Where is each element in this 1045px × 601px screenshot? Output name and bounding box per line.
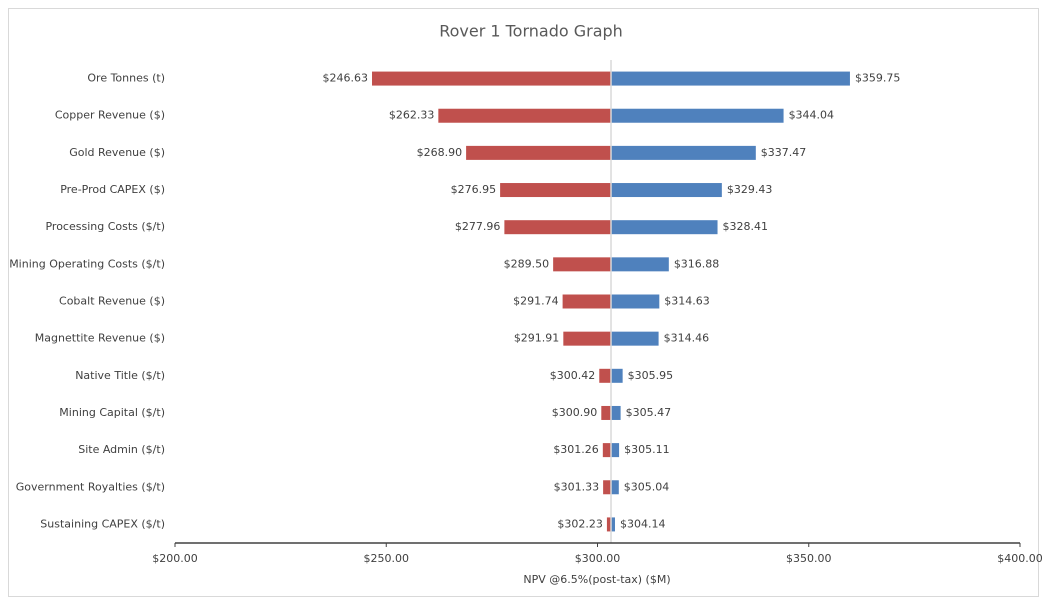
bar — [372, 71, 612, 86]
bar — [611, 183, 722, 198]
category-label: Government Royalties ($/t) — [16, 480, 165, 493]
value-label: $344.04 — [789, 109, 835, 122]
x-tick-label: $200.00 — [152, 552, 198, 565]
bar — [611, 331, 659, 346]
value-label: $300.90 — [552, 406, 598, 419]
value-label: $277.96 — [455, 220, 501, 233]
bar — [611, 71, 850, 86]
category-label: Mining Capital ($/t) — [59, 406, 165, 419]
bar — [611, 517, 615, 532]
value-label: $301.33 — [554, 480, 600, 493]
value-label: $268.90 — [417, 146, 463, 159]
bar — [611, 257, 669, 272]
bar — [599, 368, 612, 383]
x-tick-label: $250.00 — [364, 552, 410, 565]
value-label: $289.50 — [504, 257, 550, 270]
value-label: $337.47 — [761, 146, 807, 159]
category-label: Site Admin ($/t) — [78, 443, 165, 456]
bar — [606, 517, 612, 532]
bar — [611, 220, 718, 235]
category-label: Sustaining CAPEX ($/t) — [40, 517, 165, 530]
bar — [611, 480, 619, 495]
value-label: $314.63 — [664, 295, 710, 308]
category-label: Ore Tonnes (t) — [87, 72, 165, 85]
bar — [611, 145, 756, 160]
value-label: $359.75 — [855, 72, 901, 85]
value-label: $301.26 — [553, 443, 599, 456]
value-label: $329.43 — [727, 183, 773, 196]
category-label: Gold Revenue ($) — [69, 146, 165, 159]
category-label: Cobalt Revenue ($) — [59, 295, 165, 308]
chart-title: Rover 1 Tornado Graph — [439, 22, 623, 41]
bar — [611, 405, 621, 420]
bar — [562, 294, 612, 309]
category-label: Pre-Prod CAPEX ($) — [60, 183, 165, 196]
x-tick-label: $300.00 — [575, 552, 621, 565]
value-label: $291.91 — [514, 332, 560, 345]
value-label: $328.41 — [723, 220, 769, 233]
x-tick-label: $350.00 — [786, 552, 832, 565]
value-label: $305.47 — [626, 406, 672, 419]
x-axis-label: NPV @6.5%(post-tax) ($M) — [523, 573, 670, 586]
bar — [500, 183, 612, 198]
bar — [611, 294, 660, 309]
value-label: $246.63 — [323, 72, 369, 85]
bar — [438, 108, 612, 123]
value-label: $314.46 — [664, 332, 710, 345]
bar — [601, 405, 612, 420]
x-tick-label: $400.00 — [997, 552, 1043, 565]
bar — [466, 145, 612, 160]
category-label: Processing Costs ($/t) — [45, 220, 165, 233]
category-label: Magnettite Revenue ($) — [35, 332, 165, 345]
value-label: $305.04 — [624, 480, 670, 493]
category-label: Native Title ($/t) — [75, 369, 165, 382]
value-label: $262.33 — [389, 109, 435, 122]
bar — [553, 257, 612, 272]
bar — [611, 443, 620, 458]
bar — [504, 220, 612, 235]
value-label: $276.95 — [451, 183, 497, 196]
bar — [611, 368, 623, 383]
bar — [602, 443, 612, 458]
category-label: Copper Revenue ($) — [55, 109, 165, 122]
value-label: $304.14 — [620, 517, 666, 530]
value-label: $291.74 — [513, 295, 559, 308]
value-label: $300.42 — [550, 369, 596, 382]
value-label: $305.95 — [628, 369, 674, 382]
value-label: $302.23 — [557, 517, 603, 530]
bar — [563, 331, 612, 346]
bar — [603, 480, 612, 495]
chart-border — [8, 8, 1039, 597]
bar — [611, 108, 784, 123]
value-label: $305.11 — [624, 443, 670, 456]
category-label: Mining Operating Costs ($/t) — [9, 257, 165, 270]
value-label: $316.88 — [674, 257, 720, 270]
